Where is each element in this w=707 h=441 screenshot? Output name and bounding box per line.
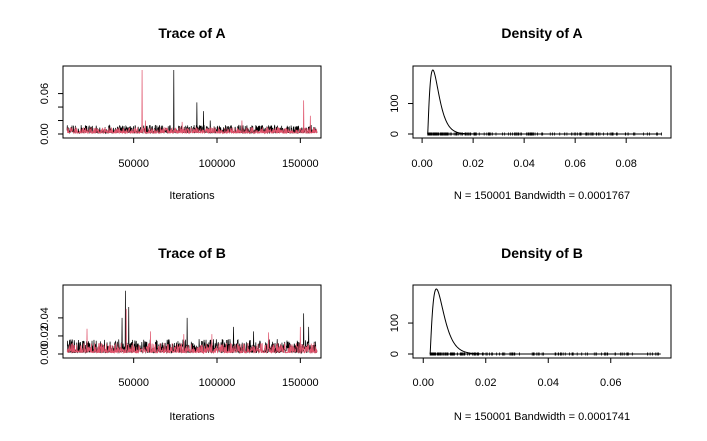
chart-title: Density of B (501, 245, 583, 261)
rug-marks (429, 352, 659, 356)
y-axis: 0.00 0.06 (39, 83, 63, 145)
x-tick-label: 0.02 (462, 158, 483, 170)
x-tick-label: 0.04 (513, 158, 534, 170)
x-tick-label: 150000 (282, 377, 319, 389)
y-tick-label: 0.00 (39, 343, 51, 364)
y-tick-label: 0.02 (39, 325, 51, 346)
x-tick-label: 150000 (282, 158, 319, 170)
x-axis: 0.00 0.02 0.04 0.06 (413, 358, 621, 389)
y-axis: 0 100 (389, 314, 413, 357)
x-tick-label: 50000 (118, 158, 149, 170)
y-tick-label: 0 (389, 351, 401, 357)
plot-frame (412, 65, 672, 139)
chart-title: Trace of A (158, 25, 225, 41)
x-axis: 0.00 0.02 0.04 0.06 0.08 (411, 138, 637, 170)
density-curve (427, 69, 662, 135)
x-axis-label: N = 150001 Bandwidth = 0.0001741 (454, 411, 630, 423)
x-tick-label: 0.02 (475, 377, 496, 389)
trace-series-1 (66, 290, 318, 355)
y-tick-label: 0 (389, 131, 401, 137)
x-tick-label: 0.00 (411, 158, 432, 170)
trace-series-2 (66, 308, 318, 355)
y-axis: 0 100 (389, 94, 413, 137)
x-tick-label: 0.08 (615, 158, 636, 170)
trace-series-2 (66, 69, 318, 135)
plot-frame (412, 284, 672, 359)
x-axis: 50000 100000 150000 (118, 358, 319, 389)
x-tick-label: 0.00 (413, 377, 434, 389)
x-tick-label: 0.04 (538, 377, 559, 389)
panel-3: Trace of B 50000 100000 150000 0.000.020.04 I… (39, 245, 322, 423)
chart-title: Trace of B (158, 245, 226, 261)
x-tick-label: 0.06 (600, 377, 621, 389)
y-tick-label: 100 (389, 314, 401, 332)
y-tick-label: 0.00 (39, 123, 51, 144)
x-axis-label: Iterations (169, 411, 215, 423)
density-curve (429, 288, 661, 355)
x-axis: 50000 100000 150000 (118, 138, 319, 170)
chart-title: Density of A (501, 25, 582, 41)
x-tick-label: 100000 (199, 377, 236, 389)
panel-4: Density of B 0.00 0.02 0.04 0.06 0 100 N = 1500… (389, 245, 672, 423)
y-tick-label: 100 (389, 94, 401, 112)
plot-frame (62, 284, 322, 359)
y-tick-label: 0.04 (39, 307, 51, 328)
panel-2: Density of A 0.00 0.02 0.04 0.06 0.08 0 100 N = … (389, 25, 672, 202)
x-tick-label: 50000 (118, 377, 149, 389)
trace-series-1 (66, 69, 318, 135)
x-tick-label: 100000 (199, 158, 236, 170)
rug-marks (427, 132, 662, 136)
y-tick-label: 0.06 (39, 83, 51, 104)
x-tick-label: 0.06 (564, 158, 585, 170)
panel-1: Trace of A 50000 100000 150000 0.00 0.06 Itera… (39, 25, 322, 202)
x-axis-label: N = 150001 Bandwidth = 0.0001767 (454, 190, 630, 202)
y-axis: 0.000.020.04 (39, 307, 63, 365)
x-axis-label: Iterations (169, 190, 215, 202)
plot-frame (62, 65, 322, 139)
